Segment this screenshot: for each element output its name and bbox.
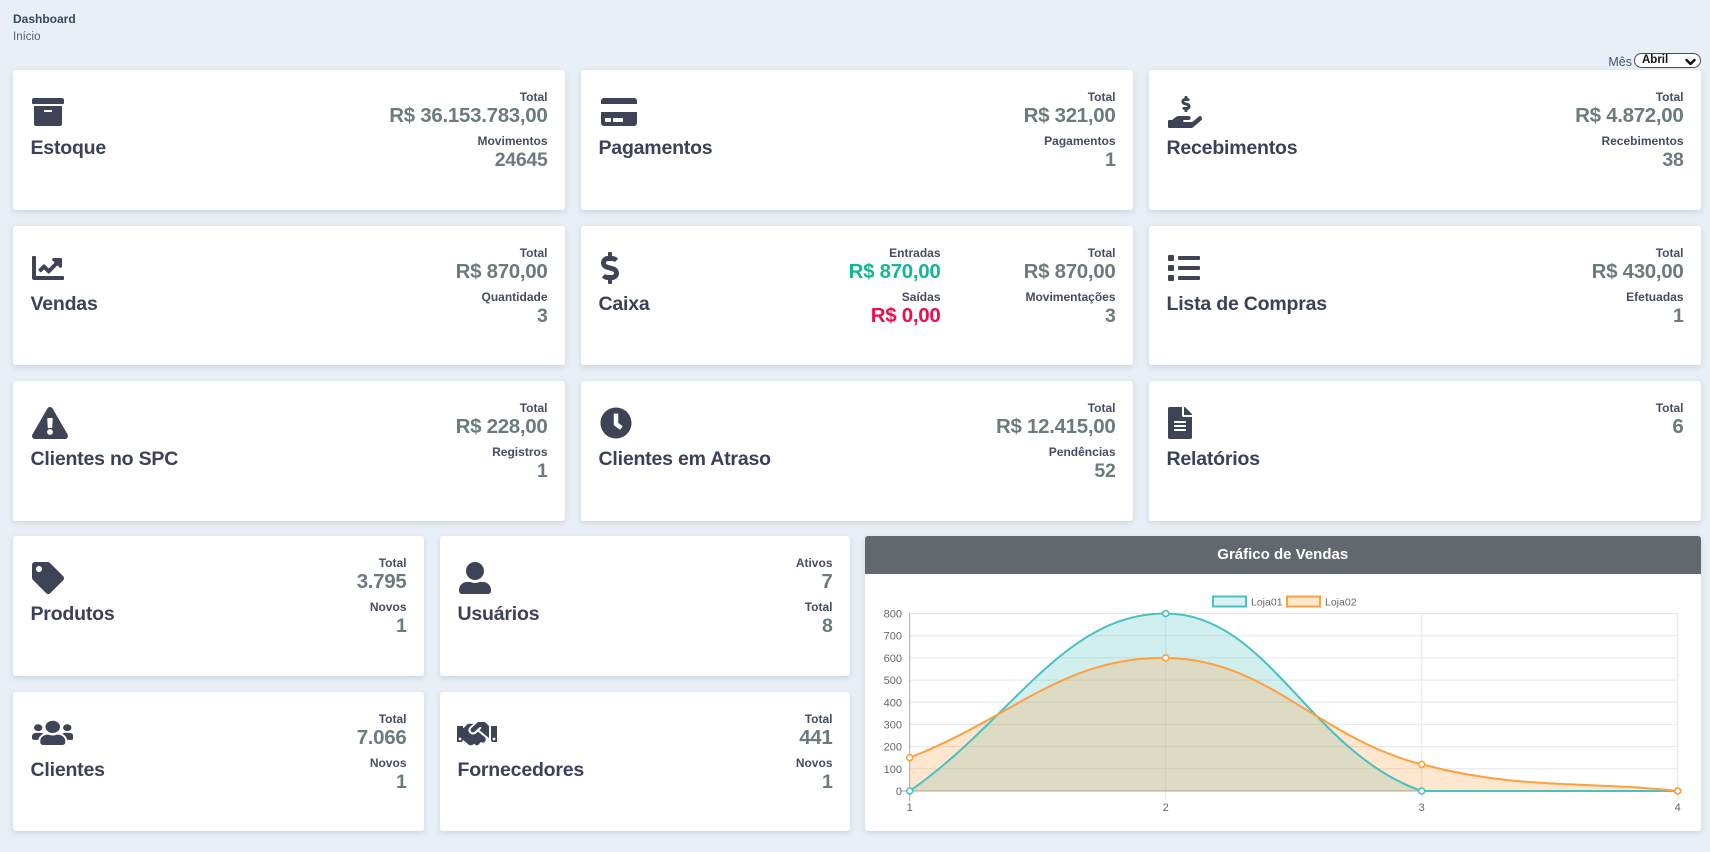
svg-text:2: 2 [1163, 802, 1169, 814]
svg-text:100: 100 [884, 764, 902, 776]
svg-text:4: 4 [1675, 802, 1681, 814]
svg-text:0: 0 [896, 786, 902, 798]
svg-text:200: 200 [884, 742, 902, 754]
svg-text:400: 400 [884, 697, 902, 709]
svg-text:300: 300 [884, 719, 902, 731]
svg-text:500: 500 [884, 675, 902, 687]
svg-text:Loja01: Loja01 [1251, 597, 1283, 609]
svg-text:3: 3 [1419, 802, 1425, 814]
svg-text:Loja02: Loja02 [1325, 597, 1357, 609]
svg-text:600: 600 [884, 653, 902, 665]
svg-text:700: 700 [884, 631, 902, 643]
svg-text:800: 800 [884, 609, 902, 621]
svg-text:1: 1 [907, 802, 913, 814]
